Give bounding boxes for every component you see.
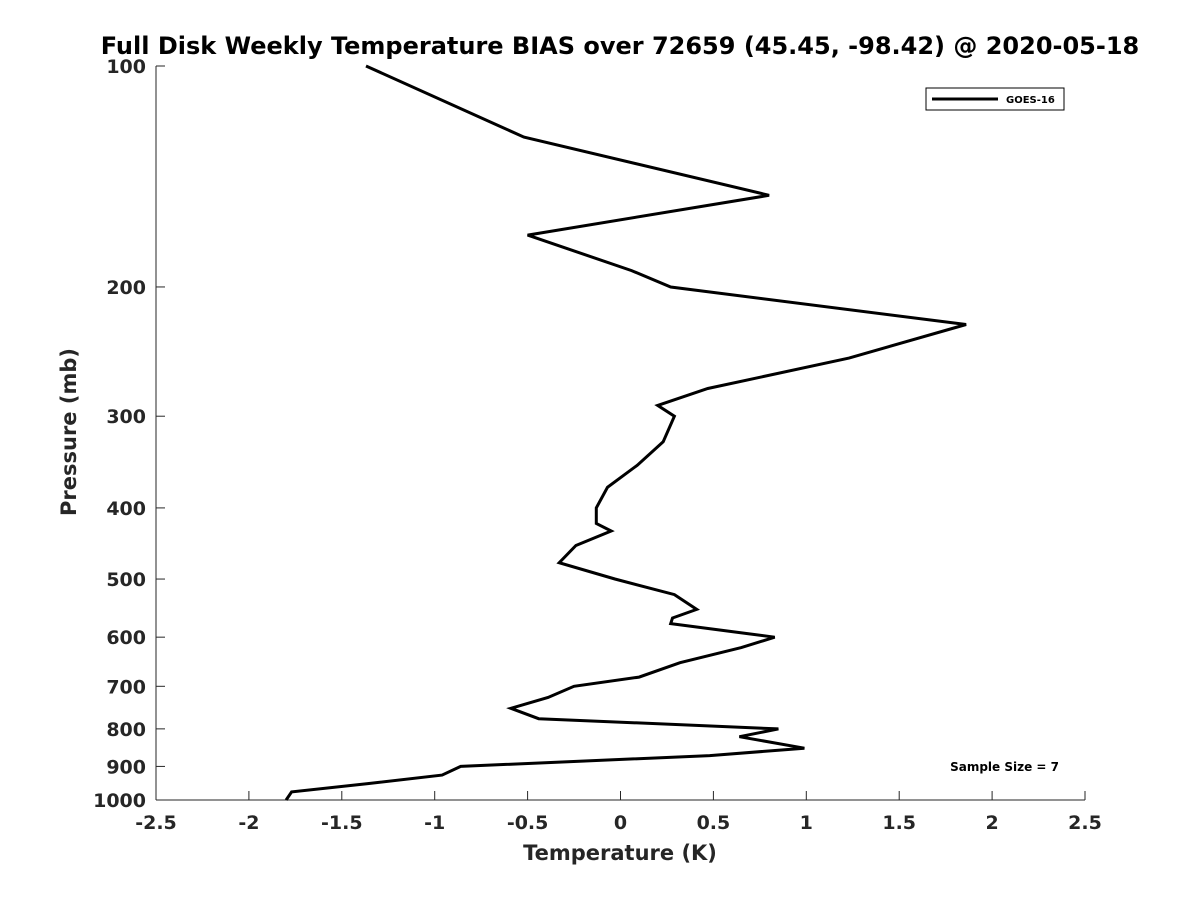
x-tick-label: 0.5 — [697, 812, 731, 834]
y-axis-label: Pressure (mb) — [57, 348, 81, 516]
x-tick-label: 2.5 — [1068, 812, 1102, 834]
y-tick-label: 400 — [106, 498, 146, 520]
ticks: -2.5 -2 -1.5 -1 -0.5 0 0.5 1 1.5 2 2.5 100 200 300 400… — [93, 56, 1102, 834]
x-axis-label: Temperature (K) — [523, 841, 717, 865]
series-layer — [284, 64, 967, 801]
y-tick-label: 100 — [106, 56, 146, 78]
x-tick-label: 2 — [985, 812, 998, 834]
x-tick-label: -2.5 — [135, 812, 177, 834]
series-line-goes-16 — [284, 64, 967, 801]
x-tick-label: -1.5 — [321, 812, 363, 834]
chart-title: Full Disk Weekly Temperature BIAS over 7… — [101, 32, 1140, 60]
x-tick-label: -0.5 — [507, 812, 549, 834]
x-tick-label: -2 — [238, 812, 259, 834]
y-tick-label: 700 — [106, 676, 146, 698]
y-tick-label: 900 — [106, 756, 146, 778]
y-tick-label: 500 — [106, 569, 146, 591]
y-tick-label: 1000 — [93, 790, 146, 812]
y-tick-label: 200 — [106, 277, 146, 299]
y-tick-label: 800 — [106, 719, 146, 741]
x-tick-label: -1 — [424, 812, 445, 834]
y-tick-label: 600 — [106, 627, 146, 649]
legend-label-goes-16: GOES-16 — [1006, 95, 1055, 106]
sample-size-annotation: Sample Size = 7 — [950, 760, 1059, 774]
y-tick-label: 300 — [106, 406, 146, 428]
x-tick-label: 0 — [614, 812, 627, 834]
x-tick-label: 1 — [800, 812, 813, 834]
legend: GOES-16 — [925, 87, 1065, 111]
x-tick-label: 1.5 — [882, 812, 916, 834]
